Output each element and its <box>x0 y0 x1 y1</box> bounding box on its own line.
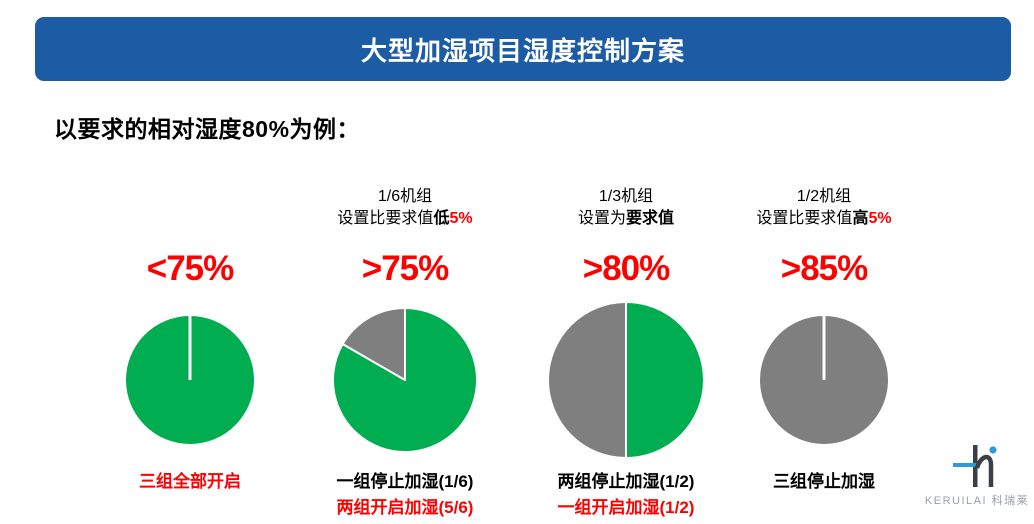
setting-label-percent: 5% <box>449 210 473 227</box>
setting-label-normal: 设置比要求值 <box>337 210 434 227</box>
pie-chart <box>332 307 478 453</box>
logo-k-crossbar <box>953 463 978 467</box>
unit-fraction-label: 1/6机组 <box>377 188 433 205</box>
pie-slice-green <box>625 301 705 459</box>
setting-label: 设置为要求值 <box>521 208 731 230</box>
setting-label-bold: 低 <box>433 210 450 227</box>
subtitle: 以要求的相对湿度80%为例： <box>54 116 361 142</box>
scenario-column-1: <75% 三组全部开启 <box>85 0 295 524</box>
logo-k-leg <box>974 454 994 487</box>
setting-label: 设置比要求值高5% <box>719 208 929 230</box>
pie-chart <box>760 316 888 444</box>
column-header: 1/2机组 设置比要求值高5% <box>719 186 929 230</box>
status-label-primary: 一组停止加湿(1/6) <box>336 472 474 491</box>
logo-wordmark: KERUILAI 科瑞莱 <box>924 495 1030 507</box>
humidity-threshold: >75% <box>361 249 450 288</box>
humidity-threshold: >80% <box>582 249 671 288</box>
column-header: 1/6机组 设置比要求值低5% <box>300 186 510 230</box>
page-title: 大型加湿项目湿度控制方案 <box>360 35 685 66</box>
setting-label-normal: 设置为 <box>577 210 626 227</box>
unit-fraction-label: 1/2机组 <box>796 188 852 205</box>
pie-slice-gray <box>341 307 406 381</box>
scenario-column-4: 1/2机组 设置比要求值高5% >85% 三组停止加湿 <box>719 0 929 524</box>
humidity-threshold: >85% <box>780 249 869 288</box>
scenario-column-3: 1/3机组 设置为要求值 >80% 两组停止加湿(1/2) 一组开启加湿(1/2… <box>521 0 731 524</box>
title-bar: 大型加湿项目湿度控制方案 <box>35 17 1011 81</box>
setting-label-percent: 5% <box>868 210 892 227</box>
status-label-secondary: 两组开启加湿(5/6) <box>336 498 474 517</box>
pie-chart <box>126 316 254 444</box>
status-label-primary: 三组全部开启 <box>139 472 241 491</box>
logo-mark-ki-icon <box>953 445 997 487</box>
setting-label-normal: 设置比要求值 <box>756 210 853 227</box>
humidity-threshold: <75% <box>146 249 235 288</box>
logo-i-dot <box>989 446 997 454</box>
unit-fraction-label: 1/3机组 <box>598 188 654 205</box>
status-label-primary: 两组停止加湿(1/2) <box>557 472 695 491</box>
status-label-primary: 三组停止加湿 <box>773 472 875 491</box>
column-header: 1/3机组 设置为要求值 <box>521 186 731 230</box>
pie-chart <box>547 301 705 459</box>
setting-label-bold: 要求值 <box>626 210 675 227</box>
keruilai-logo: KERUILAI 科瑞莱 <box>903 443 1034 508</box>
setting-label-bold: 高 <box>852 210 869 227</box>
pie-slice-gray <box>547 301 627 459</box>
status-label-secondary: 一组开启加湿(1/2) <box>557 498 695 517</box>
setting-label: 设置比要求值低5% <box>300 208 510 230</box>
scenario-column-2: 1/6机组 设置比要求值低5% >75% 一组停止加湿(1/6) 两组开启加湿(… <box>300 0 510 524</box>
